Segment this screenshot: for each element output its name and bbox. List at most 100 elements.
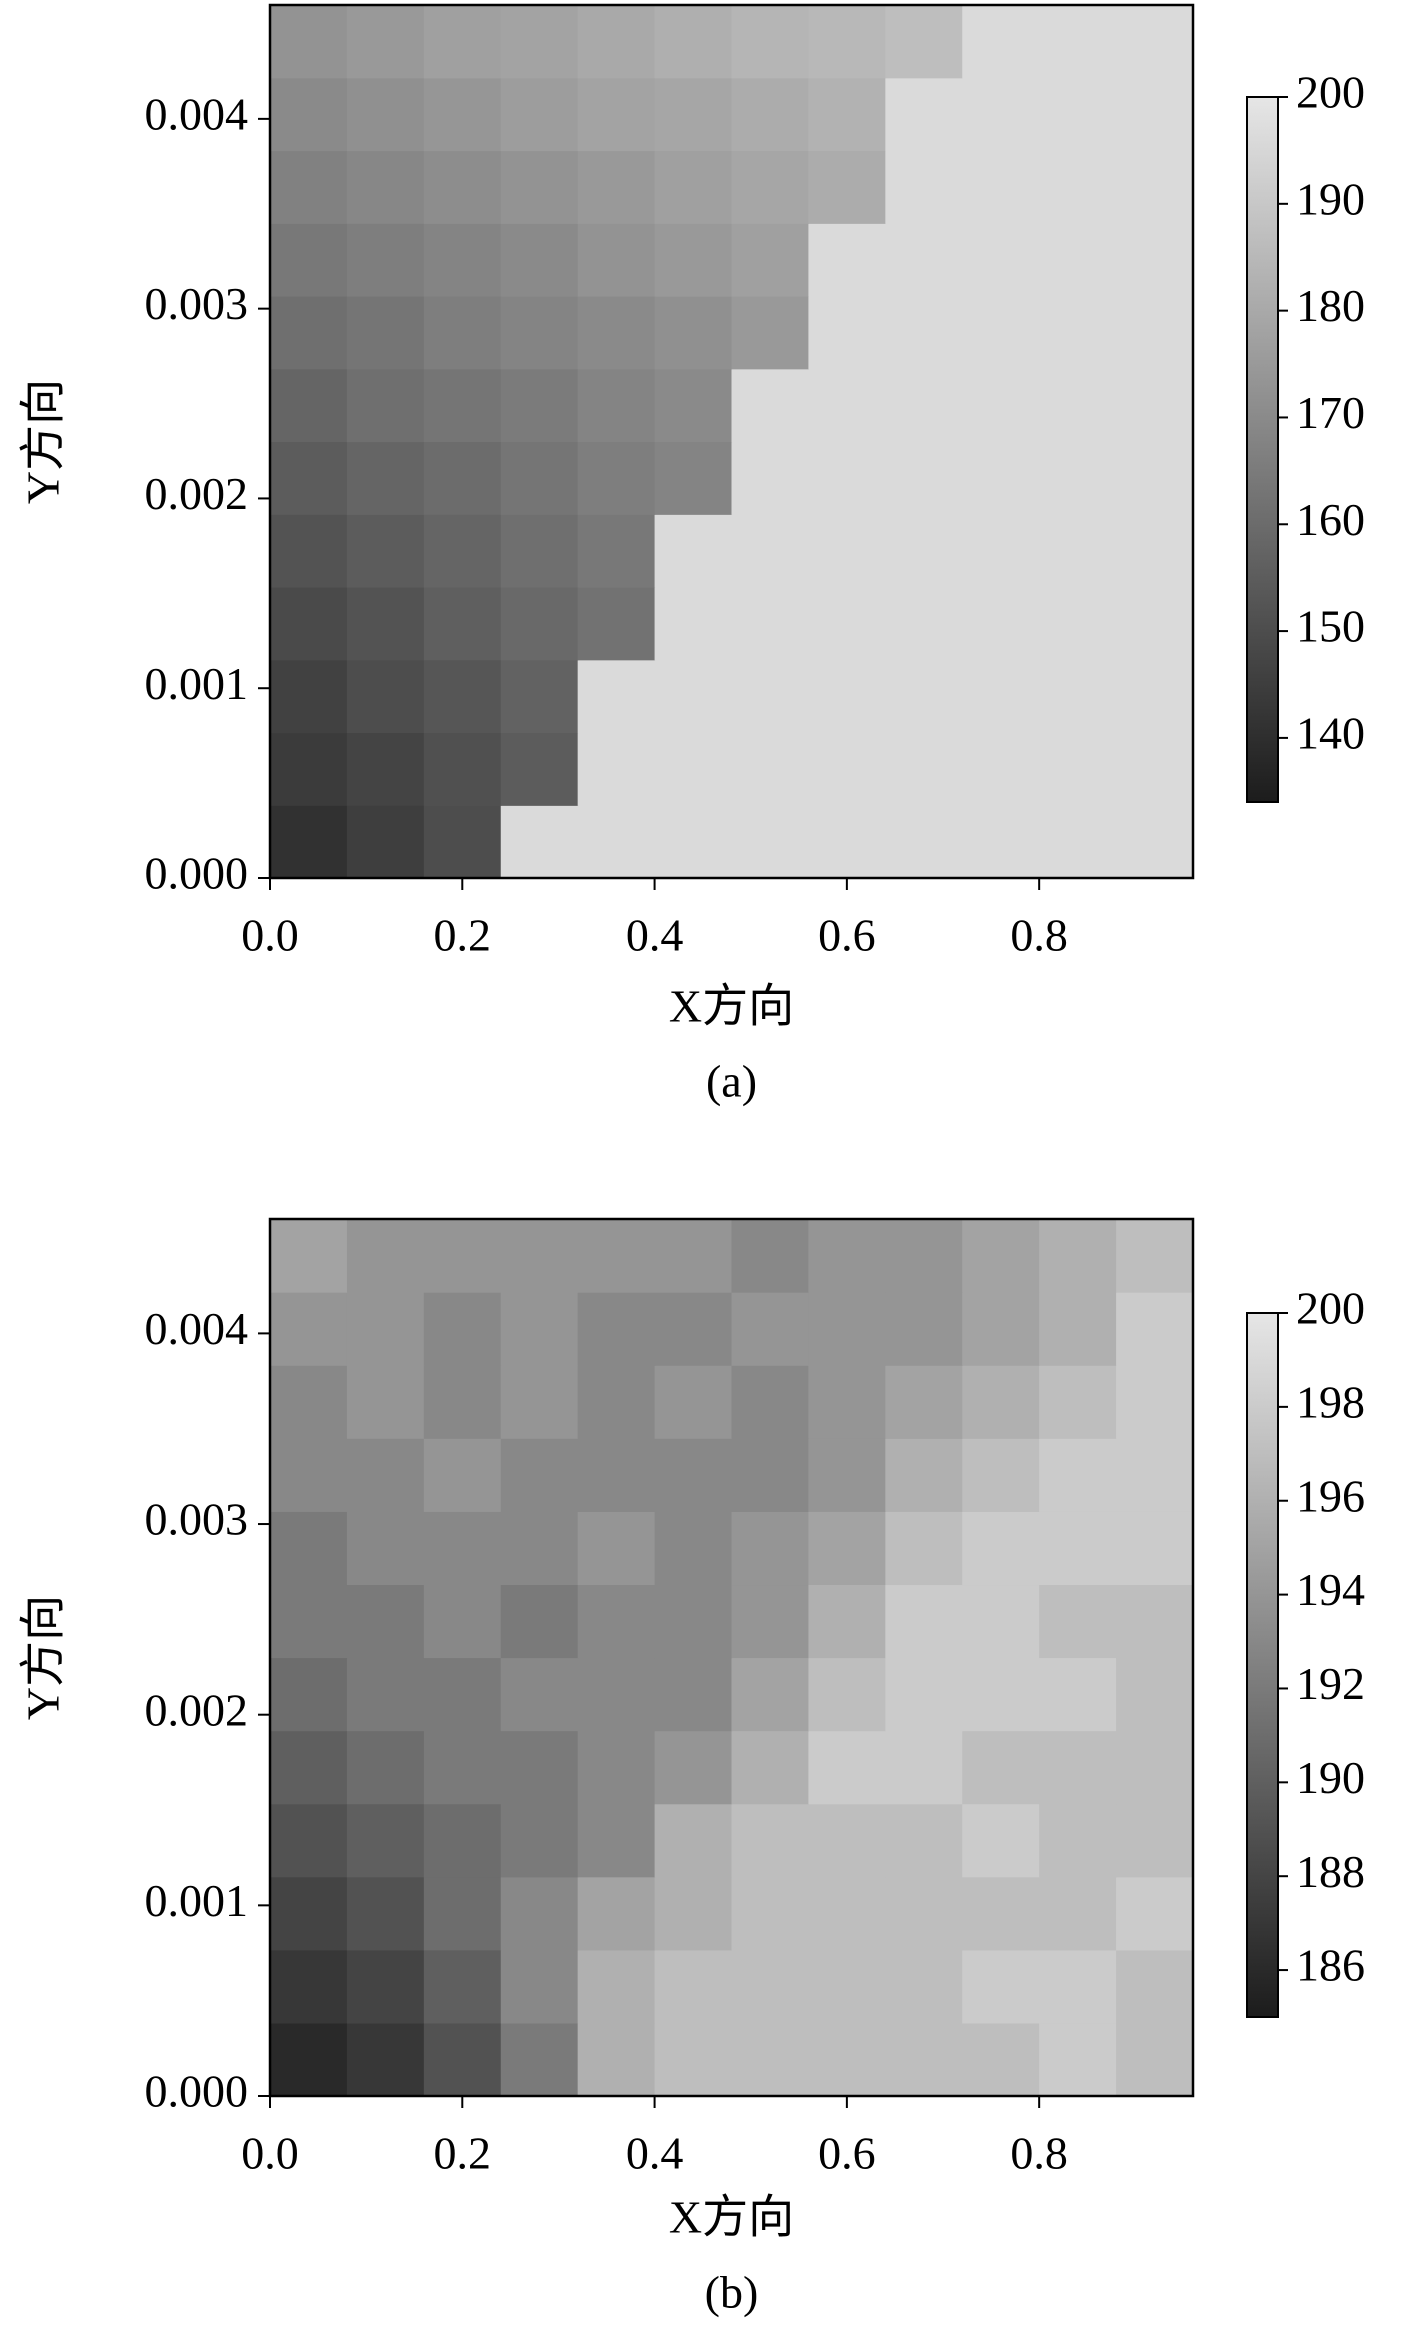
heatmap-cell	[270, 1365, 348, 1439]
heatmap-cell	[500, 368, 579, 443]
x-tick-label: 0.2	[434, 2128, 492, 2179]
colorbar-tick-label: 140	[1296, 707, 1365, 758]
caption: (b)	[705, 2267, 759, 2318]
heatmap-cell	[270, 1657, 348, 1732]
heatmap-cell	[1039, 514, 1117, 588]
heatmap-cell	[962, 732, 1040, 806]
heatmap-cell	[731, 1438, 810, 1512]
colorbar-tick-label: 192	[1296, 1658, 1365, 1709]
heatmap-cell	[962, 77, 1040, 152]
heatmap-cell	[962, 1730, 1040, 1805]
heatmap-cell	[654, 1219, 733, 1293]
heatmap-cell	[1116, 1876, 1194, 1951]
heatmap-cell	[885, 732, 963, 806]
heatmap-cell	[346, 732, 425, 806]
y-tick-label: 0.000	[145, 2066, 249, 2117]
heatmap-cell	[962, 1219, 1040, 1293]
heatmap-cell	[500, 1584, 579, 1659]
heatmap-cell	[808, 1365, 886, 1439]
heatmap-cell	[577, 1730, 656, 1805]
heatmap-cell	[1116, 223, 1194, 297]
heatmap-cell	[346, 5, 425, 79]
heatmap-cell	[654, 2022, 733, 2097]
colorbar-tick-label: 198	[1296, 1376, 1365, 1427]
x-axis-label: X方向	[669, 981, 794, 1032]
heatmap-cell	[1116, 150, 1194, 224]
heatmap-cell	[885, 514, 963, 588]
heatmap-cell	[885, 1292, 963, 1366]
heatmap-cell	[346, 1584, 425, 1659]
heatmap-cell	[1039, 223, 1117, 297]
heatmap-cell	[885, 1730, 963, 1805]
heatmap-cell	[1116, 1730, 1194, 1805]
heatmap-cell	[808, 659, 886, 734]
x-tick-label: 0.6	[818, 910, 876, 961]
heatmap-cell	[270, 805, 348, 879]
heatmap-cell	[731, 659, 810, 734]
y-tick-label: 0.001	[145, 1875, 249, 1926]
heatmap-cell	[346, 659, 425, 734]
heatmap-cell	[500, 1438, 579, 1512]
heatmap-cell	[500, 587, 579, 661]
heatmap-cell	[270, 587, 348, 661]
heatmap-cell	[654, 77, 733, 152]
heatmap-cell	[270, 1584, 348, 1659]
heatmap-cell	[731, 368, 810, 443]
heatmap-cell	[577, 1876, 656, 1951]
heatmap-cell	[500, 223, 579, 297]
heatmap-cell	[731, 223, 810, 297]
heatmap-cell	[962, 1292, 1040, 1366]
heatmap-cell	[500, 659, 579, 734]
heatmap-cell	[577, 659, 656, 734]
colorbar-tick-label: 200	[1296, 1283, 1365, 1334]
heatmap-cell	[885, 368, 963, 443]
heatmap-cell	[654, 1876, 733, 1951]
caption: (a)	[706, 1056, 757, 1107]
heatmap-cell	[962, 150, 1040, 224]
heatmap-cell	[1116, 659, 1194, 734]
heatmap-cell	[1039, 1803, 1117, 1878]
heatmap-cell	[962, 1584, 1040, 1659]
heatmap-cell	[731, 1584, 810, 1659]
heatmap-cell	[654, 441, 733, 515]
heatmap-cell	[577, 150, 656, 224]
heatmap-cell	[808, 1584, 886, 1659]
heatmap-cell	[500, 150, 579, 224]
heatmap-cell	[962, 805, 1040, 879]
heatmap-cell	[962, 1949, 1040, 2024]
heatmap-cell	[270, 514, 348, 588]
heatmap-cell	[731, 1803, 810, 1878]
heatmap-cell	[1116, 1219, 1194, 1293]
heatmap-cell	[500, 1365, 579, 1439]
heatmap-cell	[577, 587, 656, 661]
heatmap-cell	[885, 1365, 963, 1439]
heatmap-cell	[1116, 1438, 1194, 1512]
x-tick-label: 0.4	[626, 910, 684, 961]
heatmap-cell	[346, 1365, 425, 1439]
heatmap-cell	[808, 150, 886, 224]
colorbar-tick-label: 170	[1296, 387, 1365, 438]
heatmap-cell	[654, 805, 733, 879]
heatmap-cell	[500, 296, 579, 370]
heatmap-cell	[885, 296, 963, 370]
y-tick-label: 0.003	[145, 278, 249, 329]
heatmap-cell	[577, 368, 656, 443]
heatmap-cell	[346, 296, 425, 370]
heatmap-cell	[731, 150, 810, 224]
heatmap-cell	[423, 1219, 502, 1293]
heatmap-cell	[885, 2022, 963, 2097]
heatmap-cell	[423, 77, 502, 152]
heatmap-cell	[500, 1803, 579, 1878]
heatmap-cell	[1039, 1730, 1117, 1805]
heatmap-cell	[962, 1657, 1040, 1732]
heatmap-cell	[1039, 1584, 1117, 1659]
heatmap-cell	[500, 2022, 579, 2097]
y-tick-label: 0.004	[145, 1303, 249, 1354]
heatmap-cell	[962, 441, 1040, 515]
heatmap-cell	[346, 441, 425, 515]
heatmap-cell	[808, 77, 886, 152]
heatmap-cell	[423, 441, 502, 515]
heatmap-cell	[1116, 732, 1194, 806]
heatmap-cell	[423, 1949, 502, 2024]
